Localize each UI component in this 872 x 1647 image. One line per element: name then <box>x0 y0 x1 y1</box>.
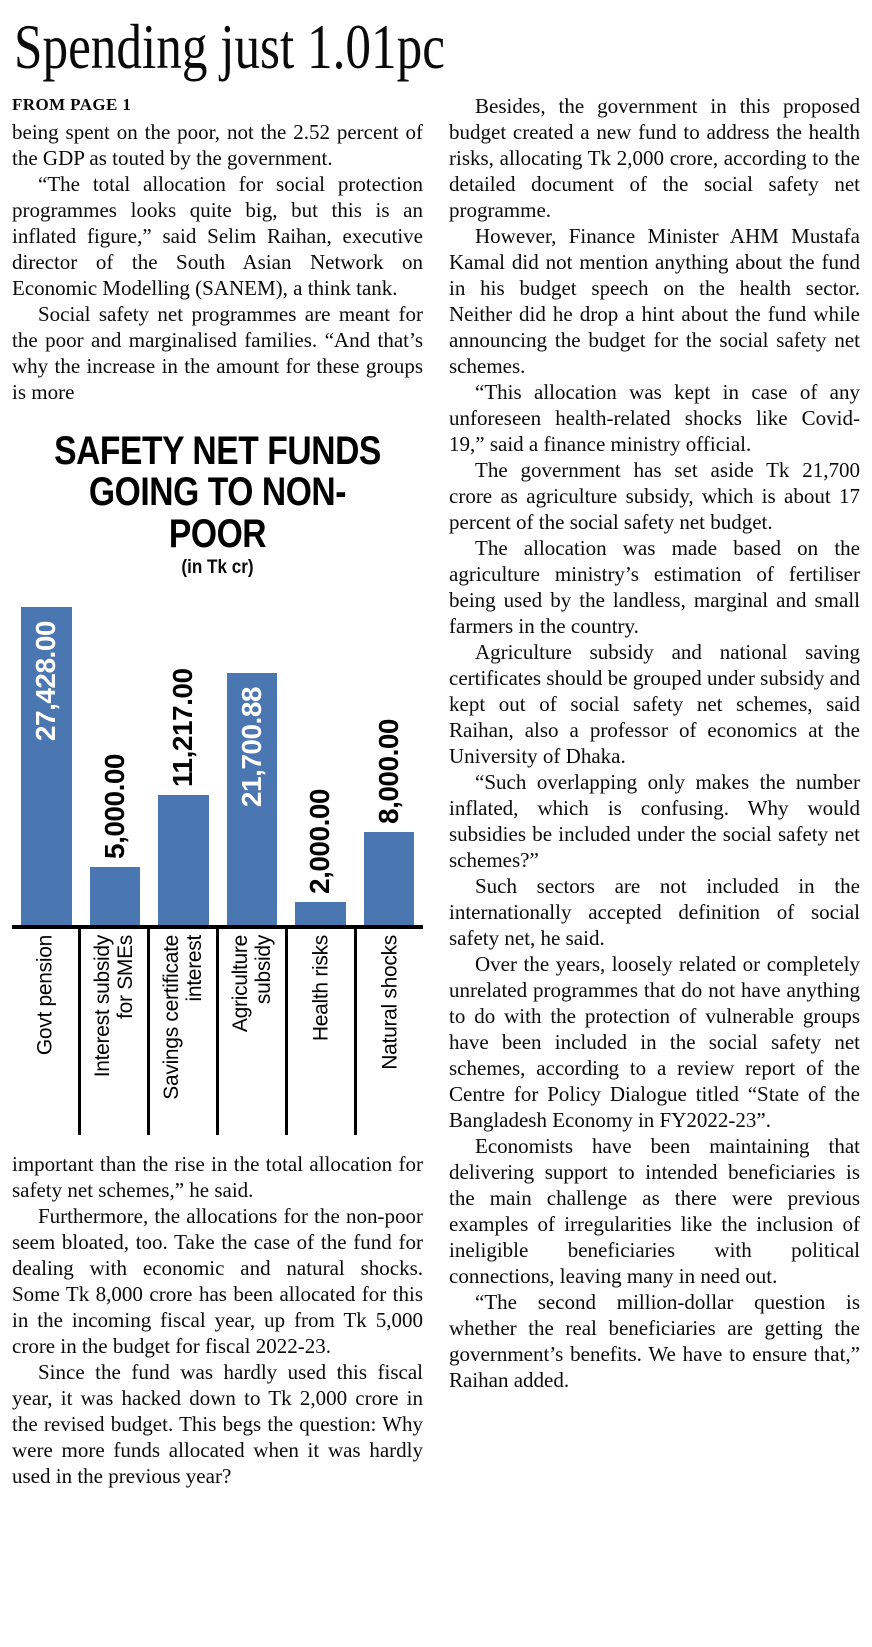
bar-slot-0: 27,428.00 <box>12 595 81 925</box>
category-cell-4: Health risks <box>285 928 354 1135</box>
bar-slot-2: 11,217.00 <box>149 595 218 925</box>
article-paragraph: Furthermore, the allocations for the non… <box>12 1203 423 1358</box>
category-cell-1: Interest subsidy for SMEs <box>78 928 147 1135</box>
category-cell-3: Agriculture subsidy <box>216 928 285 1135</box>
article-paragraph: Social safety net programmes are meant f… <box>12 302 423 405</box>
category-label: Interest subsidy for SMEs <box>91 934 137 1078</box>
chart-subtitle: (in Tk cr) <box>181 556 254 578</box>
article-paragraph: being spent on the poor, not the 2.52 pe… <box>12 120 423 171</box>
article-paragraph: “Such overlapping only makes the number … <box>449 770 860 873</box>
continuation-note: FROM PAGE 1 <box>12 95 132 115</box>
headline: Spending just 1.01pc <box>14 11 445 82</box>
bar-rect <box>295 901 346 925</box>
bar-slot-5: 8,000.00 <box>355 595 424 925</box>
bar-value-label: 21,700.88 <box>235 686 267 807</box>
bar-value-label: 8,000.00 <box>372 718 404 824</box>
category-label: Savings certificate interest <box>160 934 206 1100</box>
bar-rect <box>363 831 414 925</box>
chart-title-line-2: GOING TO NON-POOR <box>88 470 347 556</box>
bar-slot-3: 21,700.88 <box>218 595 287 925</box>
chart-title-line-1: SAFETY NET FUNDS <box>54 429 381 474</box>
article-paragraph: However, Finance Minister AHM Mustafa Ka… <box>449 224 860 379</box>
article-paragraph: Such sectors are not included in the int… <box>449 874 860 951</box>
left-paragraphs-after-chart: important than the rise in the total all… <box>12 1151 423 1489</box>
article-paragraph: The allocation was made based on the agr… <box>449 536 860 639</box>
article-paragraph: Besides, the government in this proposed… <box>449 94 860 223</box>
category-cell-0: Govt pension <box>12 929 78 1135</box>
right-column: Besides, the government in this proposed… <box>449 93 860 1489</box>
safety-net-chart: SAFETY NET FUNDS GOING TO NON-POOR (in T… <box>12 431 423 1135</box>
category-label: Natural shocks <box>378 934 402 1070</box>
bar-value-label: 5,000.00 <box>98 753 130 859</box>
chart-title: SAFETY NET FUNDS GOING TO NON-POOR <box>45 431 390 555</box>
article-paragraph: Over the years, loosely related or compl… <box>449 952 860 1133</box>
category-cell-5: Natural shocks <box>354 928 423 1135</box>
left-paragraphs-before-chart: being spent on the poor, not the 2.52 pe… <box>12 119 423 405</box>
bar-rect <box>158 794 209 925</box>
bar-rect <box>21 606 72 925</box>
article-paragraph: Economists have been maintaining that de… <box>449 1134 860 1289</box>
chart-plot-area: 27,428.00 5,000.00 11,217.00 21,700.88 2,000… <box>12 595 423 925</box>
bar-value-label: 2,000.00 <box>304 788 336 894</box>
bar-slot-4: 2,000.00 <box>286 595 355 925</box>
article-paragraph: “The total allocation for social protect… <box>12 172 423 301</box>
category-label: Health risks <box>309 934 333 1041</box>
bar-slot-1: 5,000.00 <box>81 595 150 925</box>
article-paragraph: The government has set aside Tk 21,700 c… <box>449 458 860 535</box>
category-label: Govt pension <box>33 934 57 1055</box>
article-columns: FROM PAGE 1 being spent on the poor, not… <box>12 93 860 1489</box>
category-cell-2: Savings certificate interest <box>147 928 216 1135</box>
bar-rect <box>226 672 277 925</box>
article-paragraph: important than the rise in the total all… <box>12 1151 423 1202</box>
article-paragraph: “This allocation was kept in case of any… <box>449 380 860 457</box>
article-paragraph: Since the fund was hardly used this fisc… <box>12 1359 423 1488</box>
left-column: FROM PAGE 1 being spent on the poor, not… <box>12 93 423 1489</box>
article-paragraph: “The second million-dollar question is w… <box>449 1290 860 1393</box>
chart-category-axis: Govt pension Interest subsidy for SMEs Sav… <box>12 924 423 1135</box>
category-label: Agriculture subsidy <box>229 934 275 1032</box>
bar-value-label: 27,428.00 <box>30 620 62 741</box>
article-paragraph: Agriculture subsidy and national saving … <box>449 640 860 769</box>
bar-rect <box>89 866 140 925</box>
bar-value-label: 11,217.00 <box>167 668 199 787</box>
